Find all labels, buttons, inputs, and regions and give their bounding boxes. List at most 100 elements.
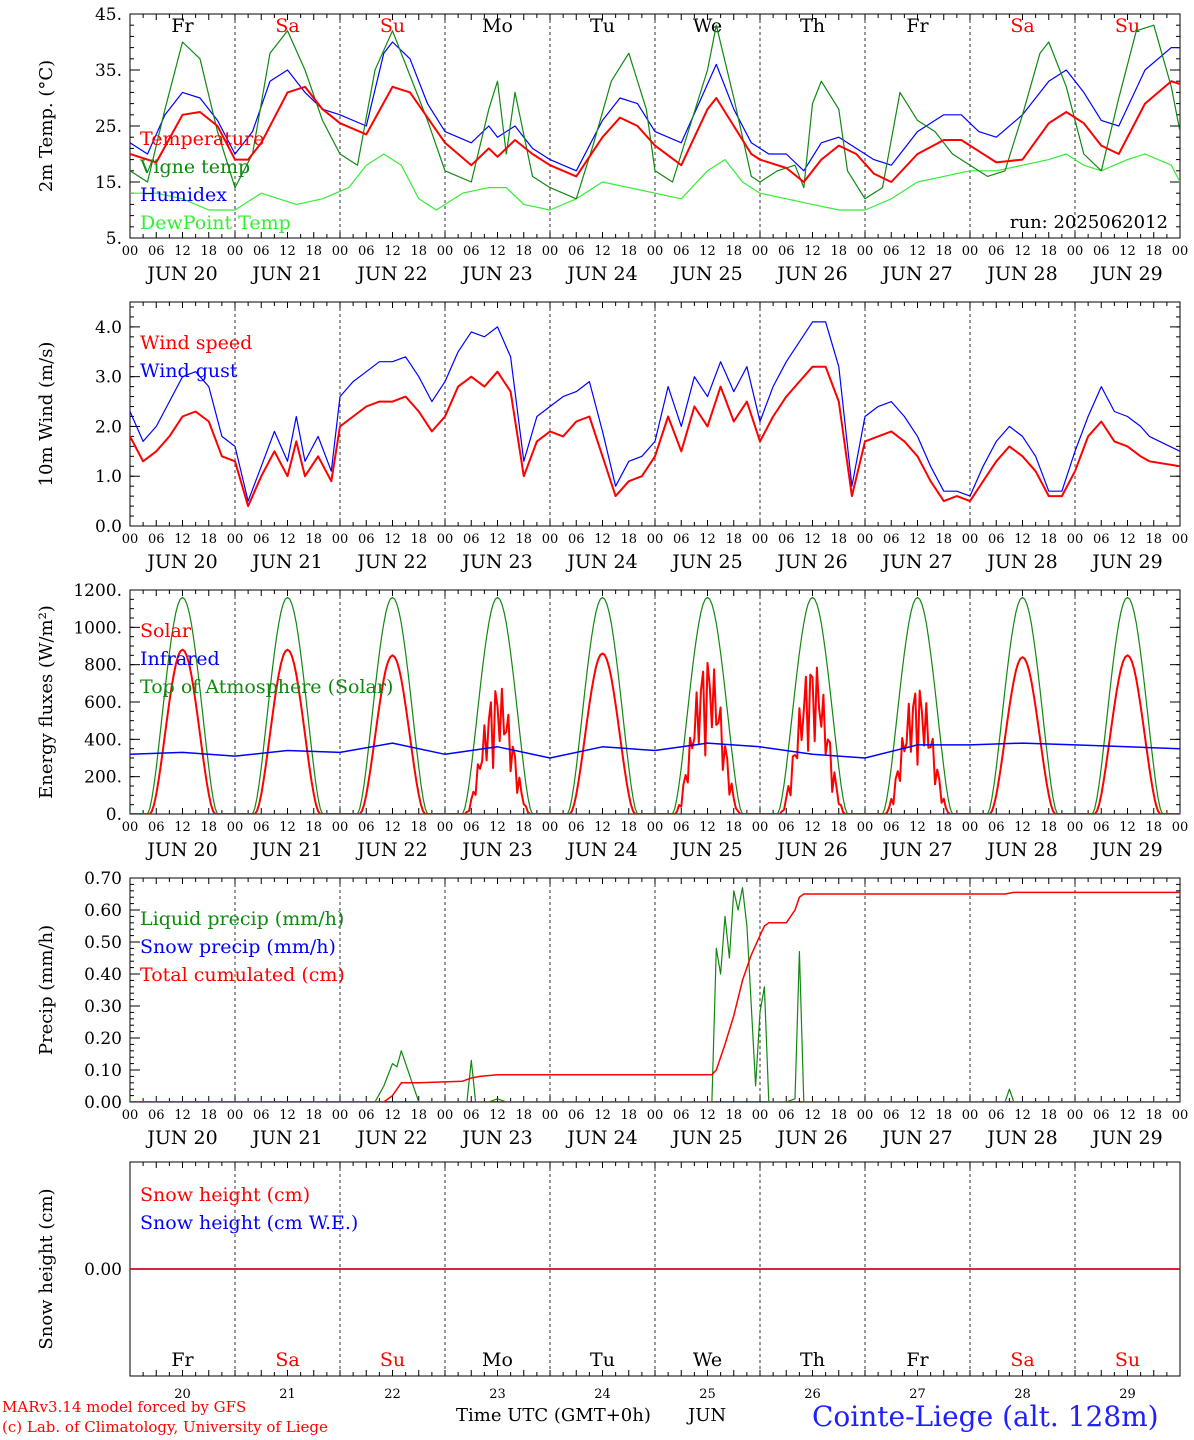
day-number-label: 25 (699, 1387, 716, 1402)
x-hour-label: 00 (227, 532, 244, 547)
y-tick-label: 1000. (73, 618, 122, 638)
x-hour-label: 12 (174, 532, 191, 547)
x-hour-label: 06 (463, 1108, 480, 1123)
x-hour-label: 06 (673, 1108, 690, 1123)
plot-frame (129, 13, 1181, 239)
y-tick-label: 600. (84, 693, 122, 713)
x-hour-label: 18 (1145, 244, 1162, 259)
x-hour-label: 12 (279, 820, 296, 835)
x-hour-label: 00 (122, 532, 139, 547)
x-hour-label: 00 (962, 532, 979, 547)
panel-3: 0. 200. 400. 600. 800. 1000. 1200. Energy fluxe… (36, 581, 1188, 861)
y-tick-label: 45. (95, 5, 122, 25)
x-hour-label: 12 (699, 532, 716, 547)
day-name-label: Sa (275, 15, 299, 37)
day-number-label: 23 (489, 1387, 506, 1402)
x-hour-label: 12 (489, 532, 506, 547)
x-axis-month: JUN (688, 1405, 727, 1426)
x-hour-label: 18 (620, 1108, 637, 1123)
x-hour-label: 18 (935, 532, 952, 547)
x-axis-title: Time UTC (GMT+0h) (456, 1405, 651, 1426)
y-tick-label: 0. (106, 805, 122, 825)
x-hour-label: 12 (804, 820, 821, 835)
legend-entry: Liquid precip (mm/h) (140, 908, 344, 930)
x-date-label: JUN 25 (670, 263, 742, 285)
solar-line (130, 648, 1180, 814)
day-name-label: Th (800, 15, 825, 37)
x-hour-label: 18 (410, 1108, 427, 1123)
station-name: Cointe-Liege (alt. 128m) (812, 1400, 1159, 1433)
x-date-label: JUN 21 (250, 263, 322, 285)
x-hour-label: 00 (1172, 244, 1189, 259)
x-hour-label: 12 (699, 1108, 716, 1123)
y-tick-label: 200. (84, 768, 122, 788)
x-hour-label: 18 (305, 244, 322, 259)
x-hour-label: 00 (857, 820, 874, 835)
x-date-label: JUN 23 (460, 1127, 532, 1149)
x-hour-label: 00 (437, 820, 454, 835)
x-date-label: JUN 22 (355, 1127, 427, 1149)
x-hour-label: 18 (620, 244, 637, 259)
x-hour-label: 12 (804, 244, 821, 259)
x-hour-label: 18 (725, 1108, 742, 1123)
x-hour-label: 00 (1067, 820, 1084, 835)
x-hour-label: 12 (909, 244, 926, 259)
x-hour-label: 06 (988, 1108, 1005, 1123)
x-hour-label: 12 (594, 820, 611, 835)
x-hour-label: 12 (1014, 1108, 1031, 1123)
x-hour-label: 18 (1040, 820, 1057, 835)
x-hour-label: 06 (253, 820, 270, 835)
x-hour-label: 06 (673, 820, 690, 835)
legend-entry: Wind speed (140, 332, 252, 354)
x-date-label: JUN 20 (145, 1127, 217, 1149)
x-date-label: JUN 20 (145, 551, 217, 573)
y-tick-label: 0.00 (84, 1260, 122, 1280)
x-hour-label: 06 (988, 244, 1005, 259)
x-date-label: JUN 27 (880, 551, 952, 573)
x-date-label: JUN 21 (250, 1127, 322, 1149)
day-name-label: Tu (590, 15, 615, 37)
x-hour-label: 18 (1040, 532, 1057, 547)
x-hour-label: 00 (752, 820, 769, 835)
x-date-label: JUN 28 (985, 839, 1057, 861)
x-hour-label: 06 (148, 1108, 165, 1123)
day-name-label: Sa (1010, 15, 1034, 37)
day-number-label: 22 (384, 1387, 401, 1402)
x-hour-label: 06 (568, 244, 585, 259)
day-number-label: 20 (174, 1387, 191, 1402)
x-hour-label: 18 (830, 532, 847, 547)
x-hour-label: 18 (830, 244, 847, 259)
x-date-label: JUN 22 (355, 551, 427, 573)
y-tick-label: 35. (95, 61, 122, 81)
x-hour-label: 18 (620, 532, 637, 547)
x-hour-label: 12 (489, 1108, 506, 1123)
x-hour-label: 00 (122, 244, 139, 259)
day-name-label: Tu (590, 1349, 615, 1371)
day-name-label: Fr (171, 1349, 194, 1371)
x-hour-label: 12 (699, 244, 716, 259)
x-hour-label: 06 (673, 532, 690, 547)
x-hour-label: 00 (857, 1108, 874, 1123)
x-hour-label: 18 (830, 1108, 847, 1123)
x-hour-label: 00 (962, 820, 979, 835)
y-tick-label: 3.0 (95, 368, 122, 388)
x-hour-label: 12 (1014, 244, 1031, 259)
x-hour-label: 12 (1119, 820, 1136, 835)
y-tick-label: 0.50 (84, 933, 122, 953)
day-number-label: 26 (804, 1387, 821, 1402)
x-hour-label: 18 (935, 1108, 952, 1123)
x-hour-label: 06 (988, 820, 1005, 835)
x-date-label: JUN 24 (565, 839, 637, 861)
x-hour-label: 00 (1172, 532, 1189, 547)
x-hour-label: 00 (752, 532, 769, 547)
x-hour-label: 00 (542, 820, 559, 835)
model-credit: MARv3.14 model forced by GFS (2, 1398, 247, 1416)
y-tick-label: 800. (84, 656, 122, 676)
x-hour-label: 06 (148, 244, 165, 259)
x-date-label: JUN 29 (1090, 551, 1162, 573)
x-date-label: JUN 23 (460, 551, 532, 573)
legend-entry: DewPoint Temp (140, 212, 291, 234)
legend-entry: Top of Atmosphere (Solar) (140, 676, 393, 698)
day-number-label: 28 (1014, 1387, 1031, 1402)
x-hour-label: 06 (1093, 532, 1110, 547)
